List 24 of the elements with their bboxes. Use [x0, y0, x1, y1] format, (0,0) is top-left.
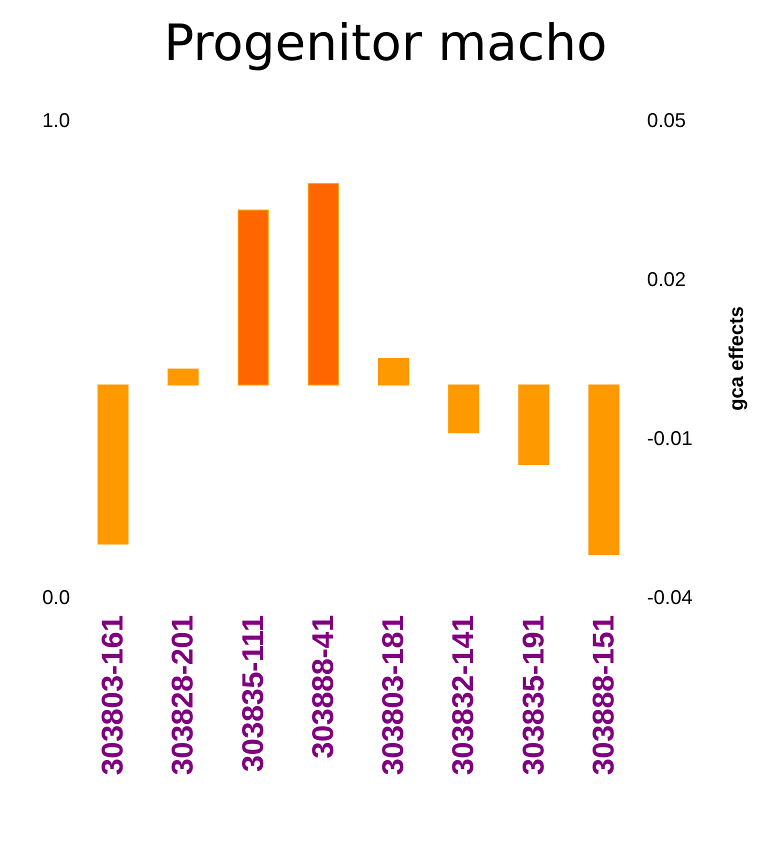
bar — [588, 384, 620, 556]
x-tick-label: 303832-141 — [447, 615, 480, 776]
bar — [238, 210, 269, 386]
y2-tick-label: 0.05 — [647, 110, 686, 132]
bar — [168, 368, 199, 386]
bar — [308, 183, 339, 386]
bar — [378, 358, 409, 386]
x-tick-label: 303803-181 — [377, 615, 410, 776]
y2-tick-label: -0.04 — [647, 587, 693, 610]
bar — [448, 384, 480, 434]
x-tick-label: 303888-41 — [306, 615, 340, 758]
x-tick-label: 303835-111 — [236, 615, 270, 772]
y-tick-label: 0.0 — [42, 587, 70, 610]
x-tick-label: 303828-201 — [166, 615, 200, 776]
y2-tick-label: -0.01 — [647, 428, 693, 450]
x-tick-label: 303888-151 — [587, 615, 620, 776]
x-tick-label: 303835-191 — [517, 615, 550, 776]
y2-axis-title: gca effects — [726, 306, 748, 411]
bar — [98, 384, 128, 544]
chart-title: Progenitor macho — [162, 13, 608, 74]
bar — [518, 384, 550, 465]
x-tick-label: 303803-161 — [96, 615, 130, 776]
y-tick-label: 1.0 — [42, 110, 70, 132]
y2-tick-label: 0.02 — [647, 269, 686, 292]
